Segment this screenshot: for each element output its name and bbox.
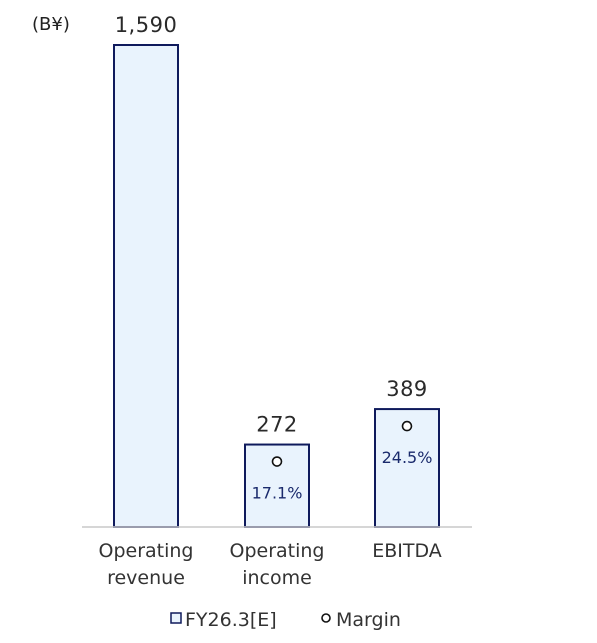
bar-0: [113, 44, 179, 528]
legend-bar-label: FY26.3[E]: [185, 609, 277, 631]
category-label-1-line1: Operating: [230, 540, 325, 562]
labels-group: 1,590 Operating revenue 272 17.1% Operating in…: [99, 13, 442, 589]
margin-marker-1: [271, 456, 283, 467]
margin-marker-2: [401, 420, 413, 432]
legend-bar-swatch: [170, 612, 182, 624]
margin-label-2: 24.5%: [382, 448, 433, 467]
bars-group: [113, 44, 440, 528]
margin-label-1: 17.1%: [252, 484, 303, 503]
legend-marker-swatch: [321, 613, 331, 623]
value-label-2: 389: [386, 377, 428, 401]
category-label-0-line1: Operating: [99, 540, 194, 562]
value-label-0: 1,590: [115, 13, 178, 37]
category-label-0-line2: revenue: [107, 567, 185, 589]
unit-label: (B¥): [32, 14, 70, 35]
value-label-1: 272: [256, 413, 298, 437]
category-label-1-line2: income: [242, 567, 312, 589]
legend: FY26.3[E] Margin: [170, 609, 401, 631]
legend-marker-label: Margin: [336, 609, 401, 631]
category-label-2-line1: EBITDA: [372, 540, 442, 562]
